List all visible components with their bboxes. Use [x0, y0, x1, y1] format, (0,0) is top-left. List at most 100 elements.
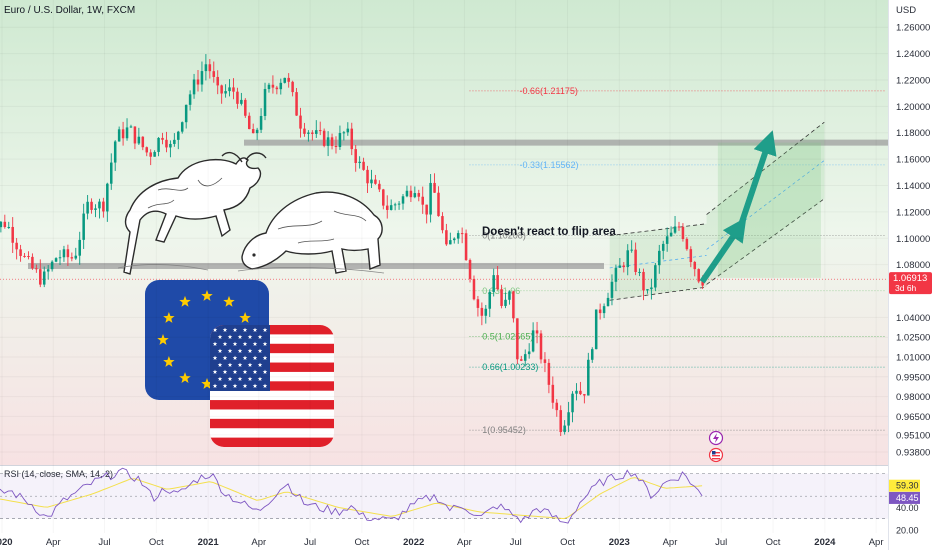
- candle-up: [646, 289, 649, 291]
- candle-up: [610, 281, 614, 298]
- rsi-line: [0, 467, 703, 524]
- candle-up: [7, 226, 11, 228]
- lightning-icon[interactable]: [708, 430, 724, 446]
- candle-up: [346, 128, 350, 133]
- candle-down: [15, 242, 18, 250]
- us-star-icon: [217, 348, 223, 353]
- candle-up: [370, 179, 373, 184]
- candle-down: [677, 226, 681, 228]
- eu-star-icon: [239, 312, 251, 323]
- candle-down: [543, 359, 547, 363]
- us-star-icon: [227, 348, 233, 353]
- candle-down: [551, 384, 555, 403]
- candle-down: [496, 275, 499, 290]
- us-star-icon: [257, 362, 263, 367]
- y-tick-label: 1.12000: [896, 207, 930, 218]
- us-star-icon: [242, 369, 248, 374]
- us-star-icon: [262, 355, 268, 360]
- candle-down: [212, 71, 216, 77]
- us-star-icon: [257, 334, 263, 339]
- candle-down: [145, 147, 149, 153]
- candle-down: [445, 230, 448, 245]
- candle-down: [480, 307, 484, 316]
- current-price-badge: 1.06913 3d 6h: [889, 272, 932, 295]
- candle-down: [161, 137, 164, 140]
- rsi-label: RSI (14, close, SMA, 14, 2): [4, 469, 113, 479]
- us-star-icon: [252, 341, 258, 346]
- candle-up: [307, 132, 310, 134]
- candle-down: [476, 299, 480, 308]
- candle-down: [35, 268, 38, 270]
- channel-lower-line: [706, 198, 825, 285]
- us-star-icon: [237, 334, 243, 339]
- us-star-icon: [222, 383, 228, 388]
- candle-up: [342, 132, 346, 134]
- candle-down: [31, 256, 34, 269]
- price-channels: [609, 121, 825, 301]
- us-star-icon: [252, 383, 258, 388]
- candle-up: [228, 87, 231, 92]
- candle-up: [401, 196, 405, 204]
- candle-up: [117, 129, 121, 142]
- candle-up: [575, 390, 578, 394]
- candle-up: [46, 269, 50, 272]
- x-tick-label: 2024: [814, 537, 836, 548]
- candle-up: [78, 239, 81, 256]
- x-tick-label: Jul: [510, 537, 522, 548]
- candle-up: [173, 139, 176, 144]
- candle-up: [563, 425, 566, 433]
- candle-up: [358, 161, 361, 164]
- us-star-icon: [252, 327, 258, 332]
- candle-up: [665, 236, 669, 244]
- fib-level-label: -0.66(1.21175): [519, 86, 577, 96]
- us-star-icon: [262, 383, 268, 388]
- candle-down: [437, 192, 440, 217]
- candle-up: [658, 250, 661, 266]
- candle-up: [606, 297, 610, 307]
- candle-down: [27, 256, 30, 258]
- candle-up: [326, 137, 330, 146]
- candle-down: [102, 201, 105, 212]
- x-tick-label: Jul: [98, 537, 110, 548]
- fib-level-label: 0.5(1.02565): [482, 331, 533, 341]
- candle-down: [11, 226, 14, 243]
- candle-up: [74, 255, 78, 259]
- us-star-icon: [242, 355, 248, 360]
- chart-title: Euro / U.S. Dollar, 1W, FXCM: [4, 5, 135, 16]
- flip-area-annotation: Doesn't react to flip area: [482, 226, 616, 238]
- y-tick-label: 0.95100: [896, 430, 930, 441]
- candle-up: [267, 84, 271, 90]
- candle-down: [622, 265, 626, 268]
- us-star-icon: [227, 362, 233, 367]
- eu-star-icon: [201, 290, 213, 301]
- candle-down: [90, 201, 93, 210]
- eu-star-icon: [223, 295, 235, 307]
- target-zone: [717, 142, 821, 278]
- x-tick-label: Jul: [715, 537, 727, 548]
- us-star-icon: [247, 334, 253, 339]
- candle-down: [366, 169, 369, 184]
- candle-down: [149, 152, 152, 157]
- y-tick-label: 1.26000: [896, 23, 930, 34]
- us-star-icon: [242, 341, 248, 346]
- candle-down: [330, 137, 334, 146]
- candle-down: [121, 129, 125, 139]
- us-flag-event-icon[interactable]: [708, 447, 724, 463]
- x-tick-label: Apr: [869, 537, 884, 548]
- channel-upper-line: [706, 121, 825, 215]
- candle-down: [362, 161, 365, 170]
- candle-down: [299, 115, 302, 129]
- x-tick-label: Apr: [46, 537, 61, 548]
- us-star-icon: [237, 362, 243, 367]
- x-tick-label: Oct: [149, 537, 164, 548]
- candle-down: [409, 190, 413, 198]
- candle-up: [58, 257, 62, 259]
- candle-down: [295, 92, 298, 116]
- candle-up: [654, 265, 657, 288]
- us-star-icon: [232, 341, 238, 346]
- price-unit-label: USD: [896, 5, 916, 16]
- candle-up: [523, 354, 527, 361]
- candle-down: [70, 257, 74, 259]
- candle-up: [184, 104, 188, 123]
